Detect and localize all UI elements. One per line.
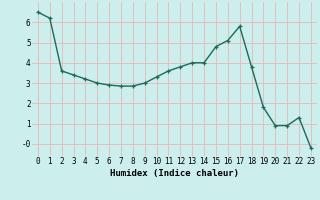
X-axis label: Humidex (Indice chaleur): Humidex (Indice chaleur) — [110, 169, 239, 178]
